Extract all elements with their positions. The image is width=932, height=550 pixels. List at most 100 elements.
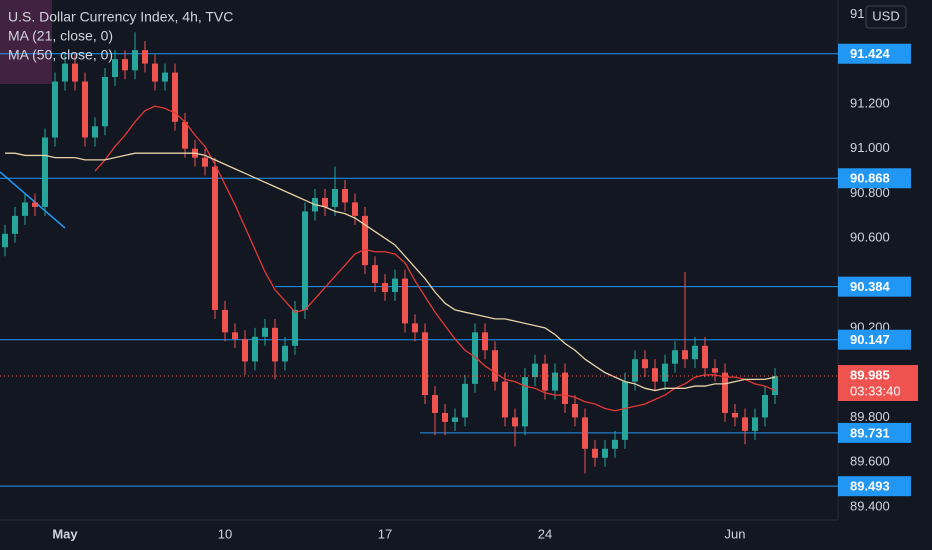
moving-average <box>94 105 776 412</box>
level-label-bg <box>838 422 911 443</box>
y-tick-label: 91 <box>850 6 864 21</box>
x-tick-label: 10 <box>218 526 232 541</box>
currency-badge[interactable] <box>865 5 907 29</box>
trend-line <box>0 171 66 229</box>
candle-body <box>422 332 428 396</box>
y-tick-label: 91.200 <box>850 95 890 110</box>
highlight-box <box>0 0 52 84</box>
level-label: 90.147 <box>850 332 890 347</box>
candle-body <box>42 137 48 207</box>
candle-body <box>322 197 328 207</box>
last-price-label: 89.985 <box>850 367 890 382</box>
level-label: 90.384 <box>850 279 891 294</box>
level-label-bg <box>838 476 911 497</box>
candle-body <box>512 417 518 427</box>
candle-body <box>352 202 358 216</box>
candle-body <box>362 215 368 266</box>
x-tick-label: Jun <box>725 526 746 541</box>
candle-body <box>12 215 18 234</box>
candle-body <box>142 50 148 64</box>
candle-body <box>542 363 548 391</box>
y-tick-label: 90.800 <box>850 185 890 200</box>
candle-body <box>82 81 88 138</box>
x-tick-label: 17 <box>378 526 392 541</box>
candle-body <box>692 345 698 360</box>
candle-body <box>652 368 658 382</box>
candle-body <box>522 377 528 427</box>
candle-body <box>52 81 58 138</box>
candle-body <box>582 417 588 449</box>
candle-body <box>342 189 348 203</box>
candle-body <box>62 63 68 82</box>
candle-body <box>622 381 628 440</box>
candle-body <box>432 395 438 413</box>
candle-body <box>492 350 498 382</box>
candle-body <box>162 72 168 82</box>
candle-body <box>252 336 258 362</box>
candle-body <box>502 381 508 418</box>
level-label: 89.731 <box>850 425 890 440</box>
candle-body <box>752 417 758 431</box>
candle-body <box>102 77 108 127</box>
legend-entry: MA (50, close, 0) <box>8 47 113 63</box>
level-label-bg <box>838 168 911 189</box>
x-tick-label: 24 <box>538 526 552 541</box>
candle-body <box>382 283 388 293</box>
candle-body <box>482 332 488 351</box>
candle-body <box>122 59 128 71</box>
candle-body <box>242 339 248 362</box>
candle-body <box>742 417 748 431</box>
candle-body <box>532 363 538 378</box>
candle-body <box>392 278 398 293</box>
plot <box>0 32 838 487</box>
level-label: 90.868 <box>850 171 890 186</box>
candle-body <box>402 278 408 324</box>
candle-body <box>612 439 618 449</box>
candle-body <box>722 372 728 413</box>
last-price-bg <box>838 365 918 402</box>
y-tick-label: 89.800 <box>850 409 890 424</box>
level-label-bg <box>838 43 911 64</box>
candle-body <box>572 403 578 418</box>
candle-body <box>332 189 338 207</box>
candle-body <box>172 72 178 122</box>
y-tick-label: 90.600 <box>850 230 890 245</box>
candle-body <box>702 345 708 369</box>
candle-body <box>222 309 228 333</box>
level-label: 89.493 <box>850 479 890 494</box>
candle-body <box>412 323 418 333</box>
candle-body <box>282 345 288 362</box>
candle-body <box>712 368 718 373</box>
y-tick-label: 89.600 <box>850 454 890 469</box>
candle-body <box>462 383 468 418</box>
candle-body <box>372 265 378 284</box>
candle-body <box>772 376 778 396</box>
legend-entry: MA (21, close, 0) <box>8 28 113 44</box>
candle-body <box>272 327 278 362</box>
candle-body <box>262 327 268 337</box>
candle-body <box>132 50 138 71</box>
candle-body <box>592 448 598 458</box>
candle-body <box>152 63 158 82</box>
candle-body <box>662 363 668 382</box>
candle-body <box>232 332 238 340</box>
candle-body <box>602 448 608 458</box>
chart-title: U.S. Dollar Currency Index, 4h, TVC <box>8 9 233 25</box>
countdown: 03:33:40 <box>850 383 901 398</box>
candle-body <box>642 359 648 369</box>
level-label-bg <box>838 329 911 350</box>
candle-body <box>212 166 218 310</box>
level-label: 91.424 <box>850 46 891 61</box>
candle-body <box>562 372 568 404</box>
candle-body <box>32 202 38 207</box>
candle-body <box>112 59 118 78</box>
candle-body <box>92 126 98 138</box>
candle-body <box>762 395 768 418</box>
level-label-bg <box>838 276 911 297</box>
overlay: U.S. Dollar Currency Index, 4h, TVC USD … <box>8 5 918 541</box>
candle-body <box>292 309 298 346</box>
moving-average <box>5 152 776 392</box>
y-tick-label: 91.000 <box>850 140 890 155</box>
candle-body <box>732 412 738 418</box>
